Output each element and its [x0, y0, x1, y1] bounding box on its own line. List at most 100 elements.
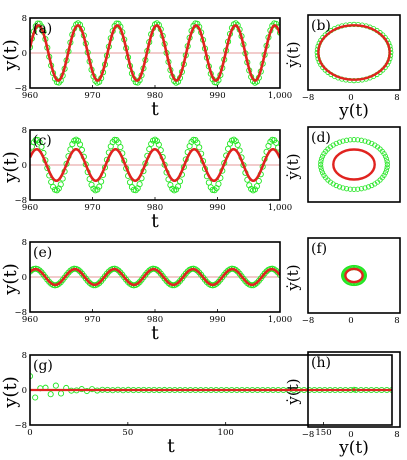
y-tick-label: −8: [14, 196, 27, 206]
x-axis-label: t: [151, 322, 159, 344]
panel-label: (h): [311, 355, 331, 371]
green-marker: [98, 178, 105, 185]
green-marker: [275, 144, 280, 151]
green-marker: [47, 391, 54, 398]
green-marker: [372, 181, 378, 187]
green-marker: [196, 144, 203, 151]
y-tick-label: 8: [22, 351, 27, 361]
green-marker: [242, 278, 249, 285]
green-marker: [246, 182, 253, 189]
y-tick-label: 8: [22, 238, 27, 248]
green-marker: [84, 277, 91, 284]
green-marker: [30, 44, 34, 51]
red-series-line: [30, 147, 280, 183]
y-axis-label: y(t): [0, 39, 21, 71]
x-axis-label: t: [151, 210, 159, 232]
green-marker: [351, 386, 357, 393]
green-marker: [225, 145, 232, 152]
x-tick-label: 0: [348, 93, 353, 103]
green-marker: [38, 143, 45, 150]
green-marker: [340, 185, 346, 191]
green-marker: [75, 137, 82, 144]
green-marker: [57, 390, 65, 397]
green-marker: [169, 185, 176, 192]
x-axis-label: t: [167, 435, 175, 457]
green-marker: [358, 186, 365, 192]
green-marker: [351, 186, 357, 192]
x-tick-label: 970: [84, 91, 100, 101]
x-tick-label: 980: [147, 203, 163, 213]
green-marker: [94, 186, 101, 193]
green-marker: [382, 170, 389, 176]
red-series-line: [30, 24, 280, 82]
green-marker: [234, 141, 241, 148]
panel-h: [307, 351, 401, 428]
panel-label: (f): [311, 241, 327, 257]
y-axis-label: ẏ(t): [284, 41, 302, 68]
green-marker: [65, 269, 72, 276]
y-tick-label: 8: [22, 126, 27, 136]
x-tick-label: 990: [209, 91, 225, 101]
red-fixed-point: [352, 388, 356, 391]
x-tick-label: 8: [394, 430, 399, 440]
red-orbit: [317, 24, 391, 81]
x-tick-label: 0: [27, 428, 32, 438]
green-marker: [117, 144, 124, 151]
plot-area: [30, 373, 392, 401]
x-tick-label: 150: [315, 428, 331, 438]
green-marker: [30, 373, 34, 380]
green-marker: [167, 181, 174, 189]
panel-g: [29, 354, 393, 426]
y-tick-label: 0: [22, 49, 27, 59]
green-marker: [125, 278, 132, 286]
green-marker: [76, 141, 84, 148]
green-marker: [330, 142, 336, 148]
plot-area: [318, 137, 390, 192]
x-tick-label: 970: [84, 203, 100, 213]
plot-area: [341, 264, 367, 287]
panel-frame: [307, 126, 401, 203]
x-tick-label: 990: [209, 203, 225, 213]
y-axis-label: y(t): [0, 376, 21, 408]
green-marker: [343, 186, 350, 192]
green-marker: [318, 164, 324, 170]
green-marker: [173, 186, 180, 193]
green-marker: [232, 138, 239, 145]
panel-d: [307, 126, 401, 203]
y-axis-label: ẏ(t): [284, 264, 302, 291]
green-marker: [318, 159, 324, 165]
x-tick-label: 960: [22, 203, 38, 213]
green-marker: [369, 182, 375, 189]
green-marker: [384, 164, 390, 170]
green-marker: [215, 180, 222, 187]
red-orbit: [344, 267, 364, 284]
green-marker: [96, 183, 103, 190]
red-series-line: [30, 267, 280, 287]
panel-label: (a): [33, 21, 52, 37]
x-tick-label: 0: [348, 430, 353, 440]
green-marker: [153, 137, 160, 145]
green-marker: [46, 278, 53, 285]
green-marker: [365, 139, 372, 145]
green-marker: [333, 140, 339, 147]
panel-frame: [307, 237, 401, 314]
y-tick-label: −8: [14, 308, 27, 318]
y-axis-label: ẏ(t): [284, 378, 302, 405]
x-tick-label: −8: [302, 316, 315, 326]
panel-a: [29, 17, 281, 89]
x-tick-label: 1,000: [268, 203, 292, 213]
panel-label: (b): [311, 18, 331, 34]
panel-label: (d): [311, 130, 331, 146]
panel-frame: [307, 351, 401, 428]
green-marker: [176, 178, 184, 185]
x-tick-label: 1,000: [268, 315, 292, 325]
panel-label: (g): [33, 358, 53, 374]
y-axis-label: ẏ(t): [284, 153, 302, 180]
x-tick-label: 980: [147, 91, 163, 101]
green-marker: [351, 137, 357, 143]
green-marker: [132, 187, 139, 194]
green-marker: [32, 394, 39, 401]
y-tick-label: 0: [22, 273, 27, 283]
green-marker: [384, 159, 390, 165]
x-tick-label: 960: [22, 91, 38, 101]
